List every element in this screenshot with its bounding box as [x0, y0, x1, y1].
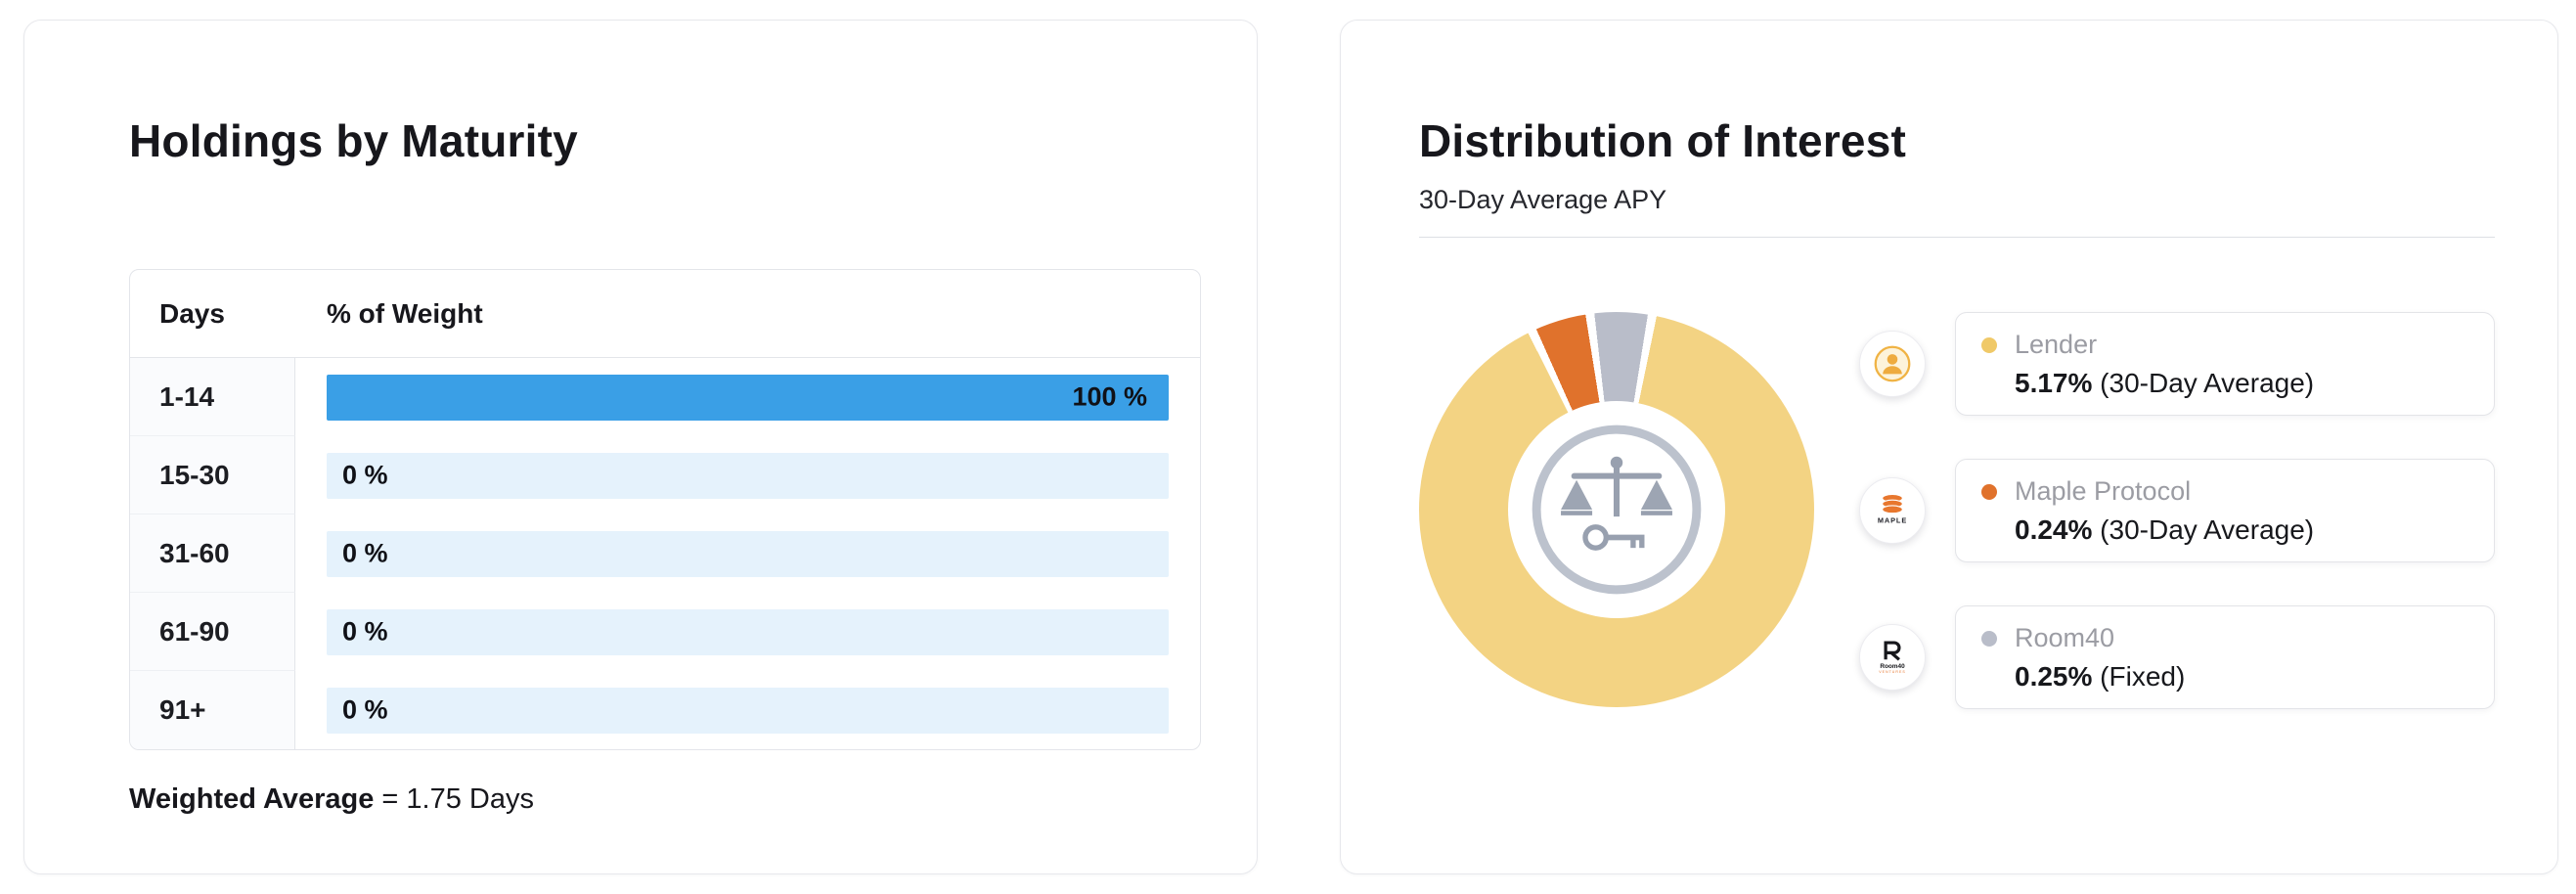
svg-text:MAPLE: MAPLE — [1878, 516, 1907, 525]
maturity-table: Days % of Weight 1-14 100 % 15-30 0 — [129, 269, 1201, 750]
lender-person-icon — [1859, 331, 1926, 397]
maturity-row: 61-90 0 % — [130, 593, 1200, 671]
bar-track: 0 % — [327, 608, 1169, 655]
legend-card: Maple Protocol 0.24% (30-Day Average) — [1955, 459, 2495, 562]
maturity-row: 91+ 0 % — [130, 671, 1200, 749]
maturity-days-label: 15-30 — [130, 436, 295, 514]
maturity-days-label: 61-90 — [130, 593, 295, 671]
holdings-title: Holdings by Maturity — [129, 115, 578, 166]
interest-subtitle: 30-Day Average APY — [1419, 185, 1667, 214]
legend-name: Maple Protocol — [2015, 476, 2192, 506]
legend-rate: 5.17% — [2015, 368, 2093, 398]
divider — [1419, 237, 2495, 238]
bar-track: 0 % — [327, 530, 1169, 577]
maturity-row: 31-60 0 % — [130, 514, 1200, 593]
person-icon — [1874, 345, 1911, 382]
maturity-bar-cell: 0 % — [295, 593, 1200, 671]
legend-name: Lender — [2015, 330, 2098, 359]
maturity-table-header: Days % of Weight — [130, 270, 1200, 358]
svg-text:VENTURES: VENTURES — [1879, 670, 1906, 674]
weighted-average-value: = 1.75 Days — [374, 783, 534, 815]
maturity-row: 15-30 0 % — [130, 436, 1200, 514]
interest-donut — [1419, 312, 1814, 707]
legend-rate-suffix: (Fixed) — [2092, 661, 2186, 692]
maturity-days-label: 91+ — [130, 671, 295, 749]
maturity-row: 1-14 100 % — [130, 358, 1200, 436]
legend-card: Room40 0.25% (Fixed) — [1955, 605, 2495, 709]
bar-value-label: 0 % — [342, 616, 388, 647]
bar-track: 0 % — [327, 452, 1169, 499]
maturity-days-label: 31-60 — [130, 514, 295, 593]
bar-value-label: 0 % — [342, 460, 388, 490]
legend-item-maple-protocol: MAPLE Maple Protocol 0.24% (30-Day Avera… — [1859, 459, 2495, 562]
legend-card: Lender 5.17% (30-Day Average) — [1955, 312, 2495, 416]
legend-item-room40: Room40 VENTURES Room40 0.25% (Fixed) — [1859, 605, 2495, 709]
bar-value-label: 0 % — [342, 694, 388, 725]
maturity-days-label: 1-14 — [130, 358, 295, 436]
column-header-days: Days — [159, 297, 225, 329]
distribution-of-interest-card: Distribution of Interest 30-Day Average … — [1340, 20, 2558, 874]
bar-track: 0 % — [327, 687, 1169, 734]
maturity-bar-cell: 0 % — [295, 671, 1200, 749]
maturity-bar-cell: 0 % — [295, 514, 1200, 593]
bar-track: 100 % — [327, 374, 1169, 421]
interest-legend: Lender 5.17% (30-Day Average) MAPL — [1859, 312, 2495, 709]
column-header-weight: % of Weight — [327, 297, 483, 329]
coins-stack-icon: MAPLE — [1878, 493, 1907, 525]
bar-value-label: 0 % — [342, 538, 388, 568]
legend-dot — [1981, 630, 1997, 647]
legend-dot — [1981, 336, 1997, 353]
maple-protocol-icon: MAPLE — [1859, 477, 1926, 544]
bar-value-label: 100 % — [1072, 381, 1147, 412]
legend-item-lender: Lender 5.17% (30-Day Average) — [1859, 312, 2495, 416]
legend-rate: 0.25% — [2015, 661, 2093, 692]
donut-center — [1508, 401, 1725, 618]
maturity-bar-cell: 100 % — [295, 358, 1200, 436]
legend-rate-suffix: (30-Day Average) — [2092, 368, 2315, 398]
maturity-bar-cell: 0 % — [295, 436, 1200, 514]
legend-rate: 0.24% — [2015, 514, 2093, 545]
interest-title: Distribution of Interest — [1419, 115, 1907, 166]
room40-logo-icon: Room40 VENTURES — [1879, 641, 1906, 674]
room40-icon: Room40 VENTURES — [1859, 624, 1926, 691]
weighted-average-label: Weighted Average — [129, 783, 375, 815]
holdings-by-maturity-card: Holdings by Maturity Days % of Weight 1-… — [23, 20, 1258, 874]
legend-name: Room40 — [2015, 623, 2115, 652]
svg-text:Room40: Room40 — [1880, 663, 1905, 670]
interest-chart-area: Lender 5.17% (30-Day Average) MAPL — [1419, 312, 2495, 709]
bar-fill — [327, 374, 1169, 421]
weighted-average-note: Weighted Average = 1.75 Days — [129, 783, 1198, 816]
legend-rate-suffix: (30-Day Average) — [2092, 514, 2315, 545]
scales-emblem-icon — [1532, 425, 1702, 595]
legend-dot — [1981, 483, 1997, 500]
